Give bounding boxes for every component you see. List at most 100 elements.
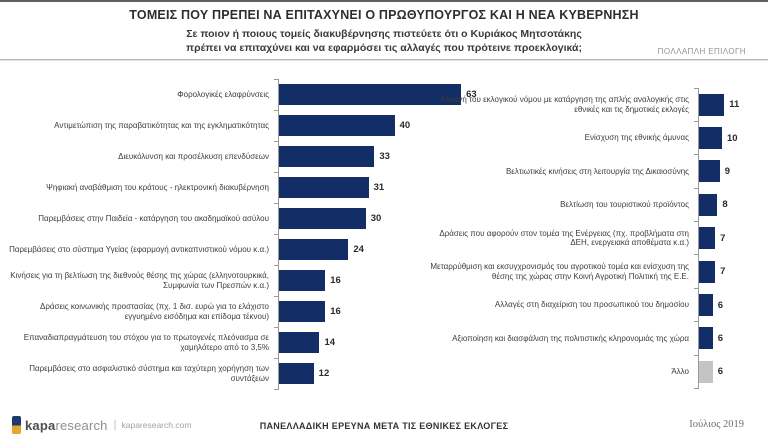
bar-track: 12 (274, 357, 500, 390)
bar-row: Αλλαγές στη διαχείριση του προσωπικού το… (420, 287, 765, 322)
bar-value: 31 (373, 182, 385, 193)
bar (279, 301, 326, 322)
page-title: ΤΟΜΕΙΣ ΠΟΥ ΠΡΕΠΕΙ ΝΑ ΕΠΙΤΑΧΥΝΕΙ Ο ΠΡΩΘΥΠ… (129, 8, 639, 22)
bar-row: Ενίσχυση της εθνικής άμυνας 10 (420, 120, 765, 155)
bar-value: 63 (466, 89, 477, 100)
subtitle-line-2: πρέπει να επιταχύνει και να εφαρμόσει τι… (186, 42, 582, 55)
bar-label: Αλλαγή του εκλογικού νόμου με κατάργηση … (440, 95, 689, 114)
bar (699, 193, 718, 216)
bar-label: Αξιοποίηση και διασφάλιση της πολιτιστικ… (452, 333, 689, 343)
bar-value: 10 (727, 132, 738, 144)
bar-label: Διευκόλυνση και προσέλκυση επενδύσεων (118, 151, 269, 161)
bar-label: Βελτίωση του τουριστικού προϊόντος (560, 200, 689, 210)
bar (699, 327, 713, 350)
bar (699, 227, 716, 250)
bar-value: 7 (720, 266, 726, 278)
bar-row: Αλλαγή του εκλογικού νόμου με κατάργηση … (420, 87, 765, 122)
bar (279, 177, 369, 198)
bar-value: 30 (370, 213, 382, 224)
bar-value: 33 (379, 151, 390, 162)
bar (279, 332, 320, 353)
bar-track: 8 (694, 187, 765, 222)
bar-row: Δράσεις που αφορούν στον τομέα της Ενέργ… (420, 221, 765, 255)
bar-track: 7 (694, 221, 765, 255)
bar-label: Παρεμβάσεις στο ασφαλιστικό σύστημα και … (29, 363, 269, 383)
bar-row: Δράσεις κοινωνικής προστασίας (πχ. 1 δισ… (8, 295, 500, 327)
bar (279, 239, 349, 260)
bar-label: Άλλο (671, 367, 689, 377)
bar-row: Αντιμετώπιση της παραβατικότητας και της… (8, 109, 500, 141)
bar-row: Άλλο 6 (420, 354, 765, 390)
bar (279, 84, 462, 105)
bar-value: 6 (717, 366, 724, 378)
bar-track: 7 (694, 254, 765, 289)
bar-track: 6 (694, 354, 765, 390)
bar-label: Αλλαγές στη διαχείριση του προσωπικού το… (494, 300, 689, 310)
brand-separator: | (113, 419, 117, 431)
bar-value: 8 (722, 199, 728, 211)
kapa-logo-icon (12, 416, 21, 434)
bar-label: Επαναδιαπραγμάτευση του στόχου για το πρ… (23, 332, 269, 352)
header: ΤΟΜΕΙΣ ΠΟΥ ΠΡΕΠΕΙ ΝΑ ΕΠΙΤΑΧΥΝΕΙ Ο ΠΡΩΘΥΠ… (0, 8, 768, 55)
bar-row: Επαναδιαπραγμάτευση του στόχου για το πρ… (8, 326, 500, 358)
bar-row: Παρεμβάσεις στο σύστημα Υγείας (εφαρμογή… (8, 233, 500, 265)
bar-label: Ψηφιακή αναβάθμιση του κράτους - ηλεκτρο… (46, 182, 269, 192)
bar-track: 6 (694, 287, 765, 322)
bar-row: Μεταρρύθμιση και εκσυγχρονισμός του αγρο… (420, 254, 765, 289)
bar-track: 10 (694, 120, 765, 155)
bar-value: 7 (720, 232, 726, 244)
bar-label: Δράσεις κοινωνικής προστασίας (πχ. 1 δισ… (39, 301, 269, 321)
bar (699, 127, 722, 150)
bar (699, 360, 713, 383)
multiple-choice-note: ΠΟΛΛΑΠΛΗ ΕΠΙΛΟΓΗ (657, 47, 746, 56)
bar-row: Διευκόλυνση και προσέλκυση επενδύσεων 33 (8, 140, 500, 172)
brand-name-light: research (55, 417, 108, 433)
bar (279, 363, 314, 384)
bar-value: 16 (330, 306, 341, 317)
bar-row: Αξιοποίηση και διασφάλιση της πολιτιστικ… (420, 321, 765, 356)
page-subtitle: Σε ποιον ή ποιους τομείς διακυβέρνησης π… (0, 27, 768, 55)
bar-chart-left: Φορολογικές ελαφρύνσεις 63 Αντιμετώπιση τη… (8, 78, 500, 390)
subtitle-line-1: Σε ποιον ή ποιους τομείς διακυβέρνησης π… (186, 28, 582, 40)
bar-track: 16 (274, 264, 500, 296)
bar-track: 30 (274, 202, 500, 234)
bar (279, 146, 375, 167)
bar-label: Παρεμβάσεις στην Παιδεία - κατάργηση του… (38, 213, 269, 223)
bar (699, 160, 720, 183)
bar-value: 9 (724, 165, 730, 177)
bar (699, 260, 716, 283)
header-divider (0, 59, 768, 61)
bar-track: 16 (274, 295, 500, 327)
bar-row: Βελτιωτικές κινήσεις στη λειτουργία της … (420, 154, 765, 189)
bar-row: Παρεμβάσεις στην Παιδεία - κατάργηση του… (8, 202, 500, 234)
bar-row: Φορολογικές ελαφρύνσεις 63 (8, 78, 500, 110)
bar-track: 31 (274, 171, 500, 203)
bar-value: 12 (318, 368, 330, 379)
bar-row: Κινήσεις για τη βελτίωση της διεθνούς θέ… (8, 264, 500, 296)
bar-track: 6 (694, 321, 765, 356)
bar-label: Παρεμβάσεις στο σύστημα Υγείας (εφαρμογή… (9, 244, 269, 254)
bar-label: Φορολογικές ελαφρύνσεις (177, 89, 269, 99)
bar-chart-right: Αλλαγή του εκλογικού νόμου με κατάργηση … (420, 87, 765, 390)
bar-value: 11 (729, 99, 740, 111)
bar-track: 24 (274, 233, 500, 265)
bar-label: Βελτιωτικές κινήσεις στη λειτουργία της … (505, 166, 689, 176)
survey-date: Ιούλιος 2019 (689, 419, 744, 430)
bar-track: 40 (274, 109, 500, 141)
bar-value: 6 (717, 299, 724, 311)
bar-label: Ενίσχυση της εθνικής άμυνας (584, 133, 689, 143)
bar-value: 24 (353, 244, 364, 255)
bar-row: Βελτίωση του τουριστικού προϊόντος 8 (420, 187, 765, 222)
bar-row: Παρεμβάσεις στο ασφαλιστικό σύστημα και … (8, 357, 500, 390)
bar (279, 208, 366, 229)
bar-track: 14 (274, 326, 500, 358)
bar (279, 270, 326, 291)
bar-label: Κινήσεις για τη βελτίωση της διεθνούς θέ… (10, 270, 269, 290)
bar-value: 6 (717, 332, 724, 344)
survey-note: ΠΑΝΕΛΛΑΔΙΚΗ ΕΡΕΥΝΑ ΜΕΤΑ ΤΙΣ ΕΘΝΙΚΕΣ ΕΚΛΟ… (259, 421, 509, 431)
kapa-research-logo: kapa research | kaparesearch.com (12, 416, 191, 434)
bar-label: Μεταρρύθμιση και εκσυγχρονισμός του αγρο… (430, 262, 689, 281)
bar-label: Δράσεις που αφορούν στον τομέα της Ενέργ… (439, 228, 689, 248)
bar-track: 33 (274, 140, 500, 172)
